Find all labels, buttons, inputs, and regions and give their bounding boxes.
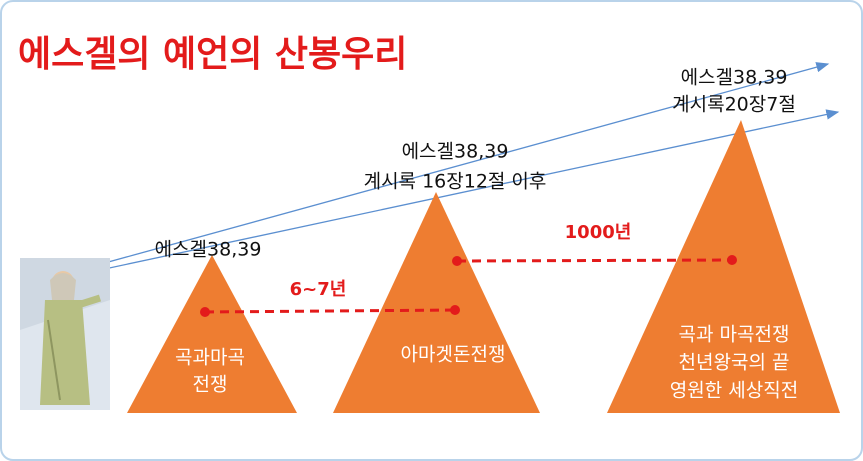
- mountain-label: 영원한 세상직전: [670, 380, 798, 402]
- interval-label: 1000년: [565, 222, 632, 243]
- mountain: [333, 192, 540, 413]
- mountain-label: 곡과마곡: [175, 347, 245, 369]
- interval-label: 6~7년: [290, 279, 347, 300]
- mountain-label: 곡과 마곡전쟁: [679, 324, 790, 346]
- interval-line: [204, 308, 456, 314]
- mountain: [607, 120, 840, 413]
- mountain-top-label: 에스겔38,39: [155, 239, 262, 261]
- mountain-top-label: 계시록 16장12절 이후: [364, 171, 547, 193]
- mountain: [127, 255, 297, 413]
- interval-dot: [727, 255, 737, 265]
- mountain-top-label: 계시록20장7절: [672, 94, 796, 116]
- prophet-image: [20, 258, 110, 410]
- interval-dot: [450, 305, 460, 315]
- interval-line: [456, 258, 733, 263]
- arrow: [71, 62, 830, 273]
- arrow: [71, 109, 840, 277]
- interval-dot: [200, 307, 210, 317]
- mountain-top-label: 에스겔38,39: [402, 141, 509, 163]
- mountain-top-label: 에스겔38,39: [681, 67, 788, 89]
- mountain-label: 전쟁: [193, 374, 228, 396]
- mountain-label: 아마겟돈전쟁: [401, 344, 506, 366]
- title: 에스겔의 예언의 산봉우리: [18, 34, 407, 75]
- mountain-label: 천년왕국의 끝: [679, 352, 790, 374]
- interval-dot: [452, 256, 462, 266]
